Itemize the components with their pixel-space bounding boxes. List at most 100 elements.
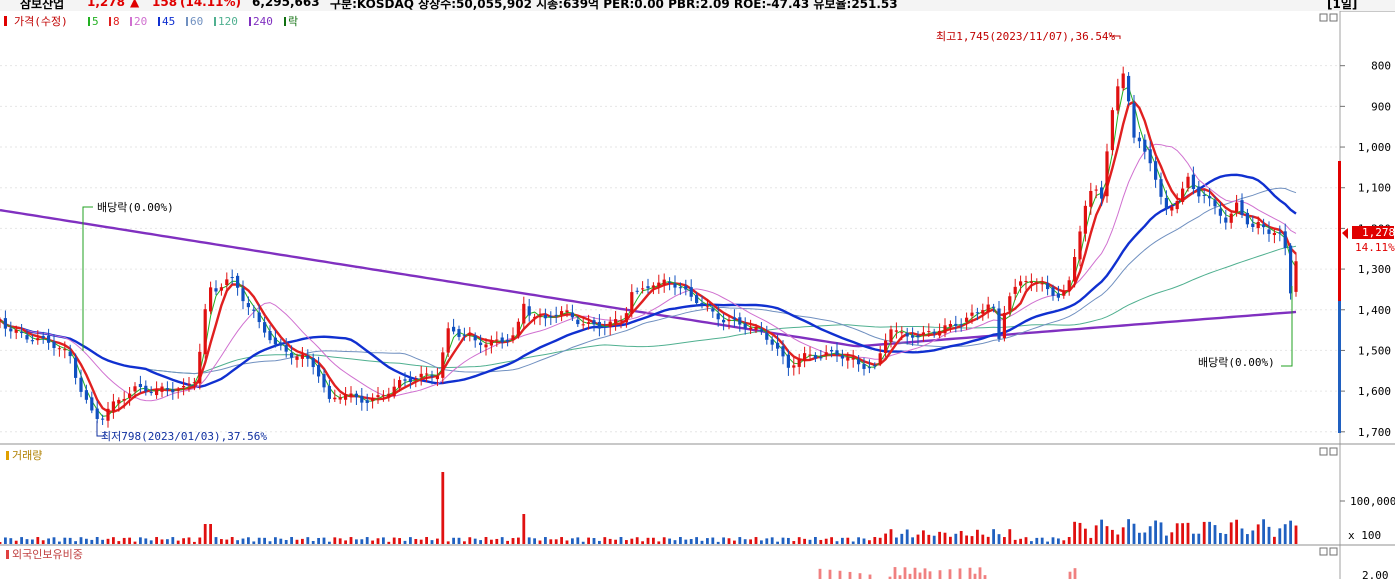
volume-bar bbox=[727, 538, 731, 544]
range-bar-up bbox=[1338, 161, 1341, 301]
candle-body bbox=[1137, 137, 1141, 142]
candle-body bbox=[1208, 196, 1212, 199]
candle-body bbox=[927, 331, 931, 333]
candle-body bbox=[257, 312, 261, 323]
candle-body bbox=[1229, 213, 1233, 223]
foreign-bar bbox=[818, 568, 822, 579]
candle-body bbox=[754, 326, 758, 330]
candle-body bbox=[727, 319, 731, 322]
volume-bar bbox=[112, 537, 115, 544]
volume-bar bbox=[468, 537, 472, 544]
candle-body bbox=[516, 321, 520, 336]
legend-swatch bbox=[249, 17, 251, 26]
volume-bar bbox=[819, 539, 823, 544]
foreign-bar bbox=[893, 567, 897, 579]
candle-body bbox=[722, 319, 726, 323]
current-price-arrow-icon bbox=[1342, 228, 1348, 239]
candle-body bbox=[921, 332, 925, 335]
foreign-close-icon[interactable] bbox=[1329, 547, 1338, 556]
candle-body bbox=[36, 338, 40, 341]
volume-bar bbox=[522, 514, 526, 544]
volume-bar bbox=[79, 537, 83, 544]
volume-bar bbox=[630, 538, 634, 544]
candle-body bbox=[1116, 86, 1120, 111]
volume-bar bbox=[911, 537, 914, 544]
volume-bar bbox=[506, 540, 509, 544]
volume-bar bbox=[581, 541, 585, 544]
candle-body bbox=[889, 329, 893, 342]
volume-bar bbox=[657, 541, 661, 544]
candle-body bbox=[1267, 229, 1271, 234]
volume-bar bbox=[787, 537, 790, 544]
low-annotation: 최저798(2023/01/03),37.56% bbox=[96, 421, 267, 443]
candle-body bbox=[198, 351, 202, 384]
current-price: 1,278 bbox=[87, 0, 125, 9]
volume-bar bbox=[743, 539, 747, 544]
y-tick-label: 1,000 bbox=[1358, 141, 1391, 154]
candle-body bbox=[803, 353, 807, 361]
foreign-bar bbox=[918, 572, 922, 579]
volume-bar bbox=[328, 541, 331, 544]
volume-bar bbox=[58, 541, 61, 544]
candle-body bbox=[41, 335, 45, 338]
volume-bar bbox=[884, 533, 887, 544]
ma-line-20 bbox=[0, 143, 1297, 402]
candle-body bbox=[587, 322, 591, 324]
candle-body bbox=[317, 364, 321, 377]
candle-body bbox=[1175, 200, 1179, 210]
foreign-bars bbox=[818, 567, 1077, 579]
volume-bar bbox=[1224, 533, 1228, 544]
candle-body bbox=[830, 349, 834, 352]
volume-bar bbox=[862, 538, 866, 544]
legend-marker bbox=[4, 16, 7, 26]
volume-bar bbox=[533, 538, 536, 544]
candle-body bbox=[776, 342, 780, 349]
volume-bar bbox=[1186, 522, 1190, 544]
volume-bar bbox=[241, 538, 245, 544]
foreign-minimize-icon[interactable] bbox=[1319, 547, 1328, 556]
candle-body bbox=[479, 342, 483, 346]
volume-bar bbox=[976, 529, 979, 544]
candle-body bbox=[678, 287, 682, 289]
volume-close-icon[interactable] bbox=[1329, 447, 1338, 456]
candle-body bbox=[824, 352, 828, 356]
candle-body bbox=[338, 397, 342, 400]
period-selector[interactable]: [1일] bbox=[1327, 0, 1358, 11]
volume-bar bbox=[797, 537, 801, 544]
candle-body bbox=[203, 309, 207, 355]
y-tick-label: 1,100 bbox=[1358, 182, 1391, 195]
volume-bar bbox=[679, 537, 682, 544]
candle-body bbox=[581, 324, 585, 326]
volume-bar bbox=[986, 536, 990, 544]
volume-minimize-icon[interactable] bbox=[1319, 447, 1328, 456]
stock-name[interactable]: 삼보산업 bbox=[20, 0, 65, 11]
volume-bar bbox=[1094, 525, 1098, 544]
stock-chart[interactable]: 1,7001,6001,5001,4001,3001,2001,1001,000… bbox=[0, 11, 1395, 579]
volume-bar bbox=[290, 537, 293, 544]
foreign-bar bbox=[838, 570, 842, 579]
candle-body bbox=[662, 279, 666, 285]
candle-body bbox=[867, 367, 871, 369]
candle-body bbox=[808, 354, 812, 356]
volume-bar bbox=[41, 540, 45, 544]
volume-bar bbox=[749, 539, 752, 544]
candle-body bbox=[9, 328, 13, 332]
volume-bar bbox=[333, 537, 337, 544]
candle-body bbox=[381, 395, 385, 397]
candle-body bbox=[414, 378, 418, 380]
candle-body bbox=[1181, 188, 1185, 202]
candle-body bbox=[1235, 202, 1239, 213]
ma-line-120 bbox=[0, 245, 1297, 375]
volume-bar bbox=[387, 541, 391, 544]
volume-bar bbox=[338, 538, 342, 544]
volume-bar bbox=[392, 537, 396, 544]
candle-body bbox=[1083, 205, 1087, 234]
volume-bar bbox=[603, 537, 607, 544]
ma-line-8 bbox=[0, 100, 1297, 414]
volume-bar bbox=[68, 537, 72, 544]
candle-body bbox=[160, 386, 164, 392]
candle-body bbox=[1218, 208, 1222, 216]
volume-bar bbox=[166, 539, 169, 544]
candle-body bbox=[549, 315, 553, 318]
panel-window-buttons[interactable] bbox=[1319, 13, 1338, 22]
